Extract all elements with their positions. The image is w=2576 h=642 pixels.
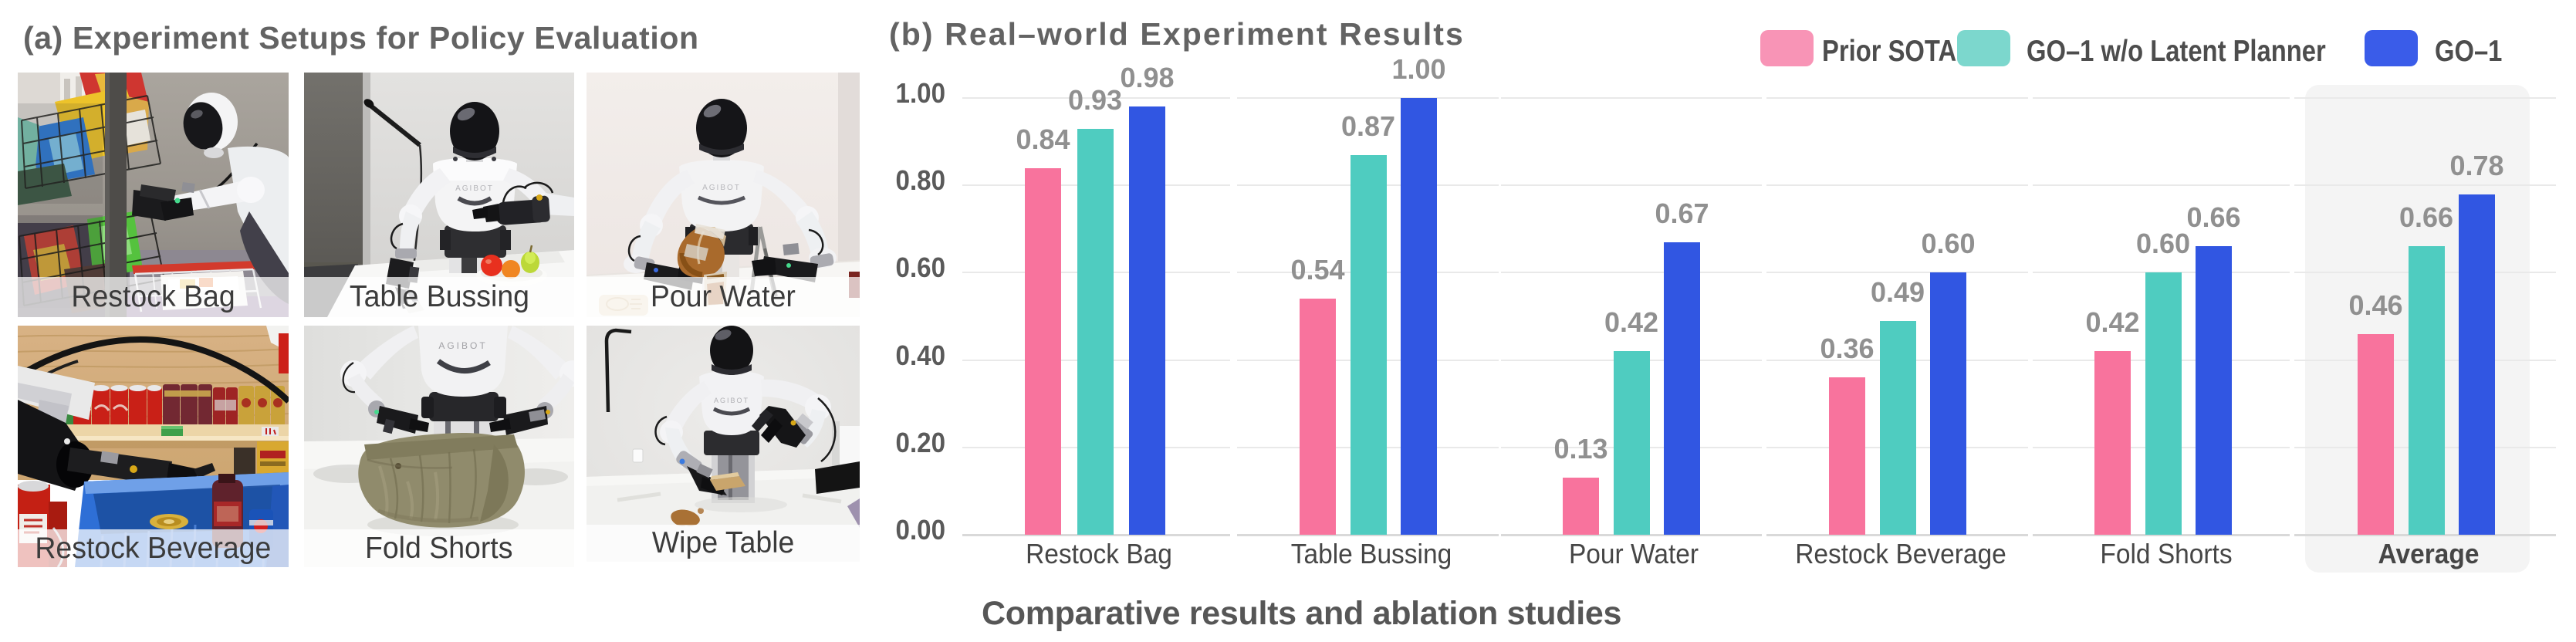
svg-text:AGIBOT: AGIBOT bbox=[455, 184, 494, 193]
svg-text:AGIBOT: AGIBOT bbox=[714, 397, 749, 404]
svg-text:AGIBOT: AGIBOT bbox=[438, 340, 487, 351]
svg-text:AGIBOT: AGIBOT bbox=[702, 184, 741, 192]
